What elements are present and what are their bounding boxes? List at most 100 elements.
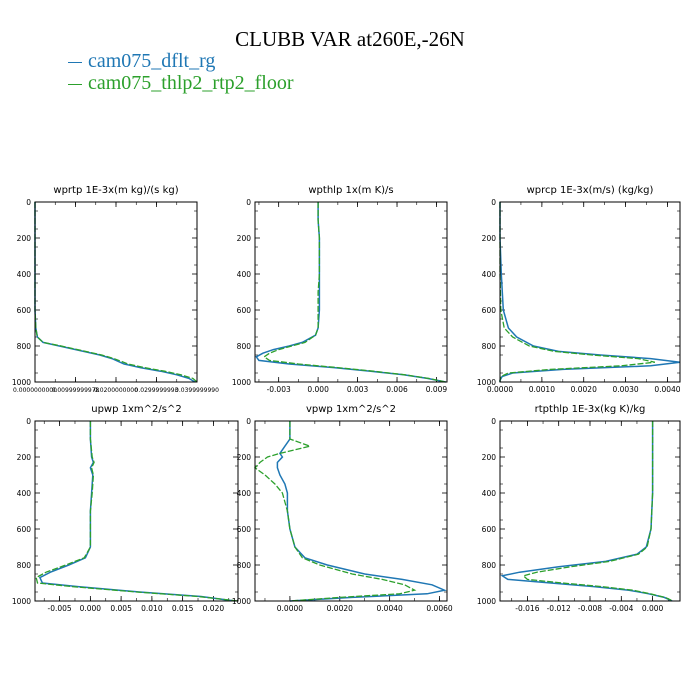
y-tick-label: 1000	[12, 597, 31, 606]
x-tick-label: -0.008	[578, 604, 602, 613]
x-tick-label: 0.0299999993	[135, 387, 179, 394]
legend-item-floor: cam075_thlp2_rtp2_floor	[68, 72, 294, 94]
y-tick-label: 1000	[232, 378, 251, 387]
series-line-dflt	[276, 421, 447, 602]
panel-title: wprcp 1E-3x(m/s) (kg/kg)	[527, 185, 654, 196]
y-tick-label: 0	[246, 417, 251, 426]
x-tick-label: 0.0000	[487, 385, 513, 394]
y-tick-label: 200	[17, 234, 32, 243]
x-tick-label: 0.020	[203, 604, 225, 613]
series-line-dflt	[34, 202, 196, 383]
series-line-dflt	[38, 421, 235, 602]
y-tick-label: 800	[237, 561, 252, 570]
plot-frame	[254, 420, 448, 602]
y-tick-label: 800	[17, 561, 32, 570]
y-tick-label: 0	[246, 198, 251, 207]
plot-frame	[499, 201, 681, 383]
x-tick-label: 0.0020	[327, 604, 353, 613]
y-tick-label: 600	[482, 306, 497, 315]
y-tick-label: 400	[482, 270, 497, 279]
y-tick-label: 200	[482, 234, 497, 243]
x-tick-label: 0.000	[307, 385, 329, 394]
y-tick-label: 200	[237, 234, 252, 243]
x-tick-label: -0.016	[515, 604, 539, 613]
series-line-floor	[34, 202, 198, 383]
y-tick-label: 200	[17, 453, 32, 462]
legend-label-dflt: cam075_dflt_rg	[88, 50, 216, 72]
series-line-floor	[254, 421, 417, 602]
panel-title: rtpthlp 1E-3x(kg K)/kg	[535, 404, 646, 415]
y-tick-label: 400	[237, 489, 252, 498]
x-tick-label: 0.015	[172, 604, 194, 613]
x-tick-label: 0.000	[80, 604, 102, 613]
x-tick-label: 0.0399999990	[175, 387, 219, 394]
x-tick-label: 0.0030	[612, 385, 638, 394]
legend-line-dflt	[68, 61, 82, 63]
x-tick-label: 0.005	[110, 604, 132, 613]
x-tick-label: 0.00999999978	[52, 387, 100, 394]
series-line-dflt	[255, 202, 446, 383]
y-tick-label: 200	[237, 453, 252, 462]
figure-title: CLUBB VAR at260E,-26N	[235, 27, 465, 51]
panel-2: wpthlp 1x(m K)/s 0 200 400 600 800 1000 -0.003 0…	[232, 185, 448, 394]
x-tick-label: -0.004	[609, 604, 633, 613]
x-tick-label: 0.000	[642, 604, 664, 613]
y-tick-label: 600	[482, 525, 497, 534]
panel-title: vpwp 1xm^2/s^2	[306, 404, 396, 415]
panel-3: wprcp 1E-3x(m/s) (kg/kg) 0 200 400 600 800 100…	[477, 185, 681, 394]
y-tick-label: 800	[17, 342, 32, 351]
legend-item-dflt: cam075_dflt_rg	[68, 50, 215, 72]
series-line-floor	[522, 421, 674, 602]
x-tick-label: -0.012	[547, 604, 571, 613]
y-tick-label: 800	[237, 342, 252, 351]
series-line-floor	[263, 202, 446, 383]
x-tick-label: 0.009	[426, 385, 448, 394]
x-tick-label: -0.005	[48, 604, 72, 613]
x-tick-label: 0.010	[141, 604, 163, 613]
plot-frame	[34, 201, 198, 383]
y-tick-label: 600	[237, 306, 252, 315]
y-tick-label: 200	[482, 453, 497, 462]
y-tick-label: 0	[491, 417, 496, 426]
x-tick-label: 0.0040	[654, 385, 680, 394]
plot-frame	[254, 201, 448, 383]
panel-1: wprtp 1E-3x(m kg)/(s kg) 0 200 400 600 800 100…	[12, 185, 219, 394]
x-tick-label: 0.0040	[377, 604, 403, 613]
panel-title: wpthlp 1x(m K)/s	[308, 185, 393, 196]
y-tick-label: 400	[17, 270, 32, 279]
panel-title: upwp 1xm^2/s^2	[91, 404, 181, 415]
y-tick-label: 1000	[477, 597, 496, 606]
x-tick-label: 0.0060	[426, 604, 452, 613]
legend-label-floor: cam075_thlp2_rtp2_floor	[88, 72, 294, 94]
panel-title: wprtp 1E-3x(m kg)/(s kg)	[53, 185, 178, 196]
y-tick-label: 0	[26, 417, 31, 426]
x-tick-label: 0.0200000000	[94, 387, 138, 394]
y-tick-label: 800	[482, 342, 497, 351]
y-tick-label: 0	[26, 198, 31, 207]
y-tick-label: 600	[237, 525, 252, 534]
y-tick-label: 800	[482, 561, 497, 570]
y-tick-label: 600	[17, 306, 32, 315]
x-tick-label: 0.0000000000	[13, 387, 57, 394]
plot-frame	[499, 420, 681, 602]
y-tick-label: 400	[482, 489, 497, 498]
series-line-dflt	[499, 202, 681, 382]
y-tick-label: 0	[491, 198, 496, 207]
y-tick-label: 1000	[12, 378, 31, 387]
x-tick-label: -0.003	[267, 385, 291, 394]
x-tick-label: 0.0000	[277, 604, 303, 613]
panel-5: vpwp 1xm^2/s^2 0 200 400 600 800 1000 0.0000 0.0…	[232, 404, 453, 613]
y-tick-label: 1000	[477, 378, 496, 387]
x-tick-label: 0.003	[347, 385, 369, 394]
y-tick-label: 1000	[232, 597, 251, 606]
series-line-floor	[35, 421, 239, 602]
y-tick-label: 400	[237, 270, 252, 279]
x-tick-label: 0.0010	[529, 385, 555, 394]
panel-4: upwp 1xm^2/s^2 0 200 400 600 800 1000 -0.005 0.0…	[12, 404, 239, 613]
y-tick-label: 400	[17, 489, 32, 498]
panel-6: rtpthlp 1E-3x(kg K)/kg 0 200 400 600 800 1000 -…	[477, 404, 681, 613]
x-tick-label: 0.0020	[571, 385, 597, 394]
plot-frame	[34, 420, 239, 602]
legend-line-floor	[68, 83, 82, 85]
